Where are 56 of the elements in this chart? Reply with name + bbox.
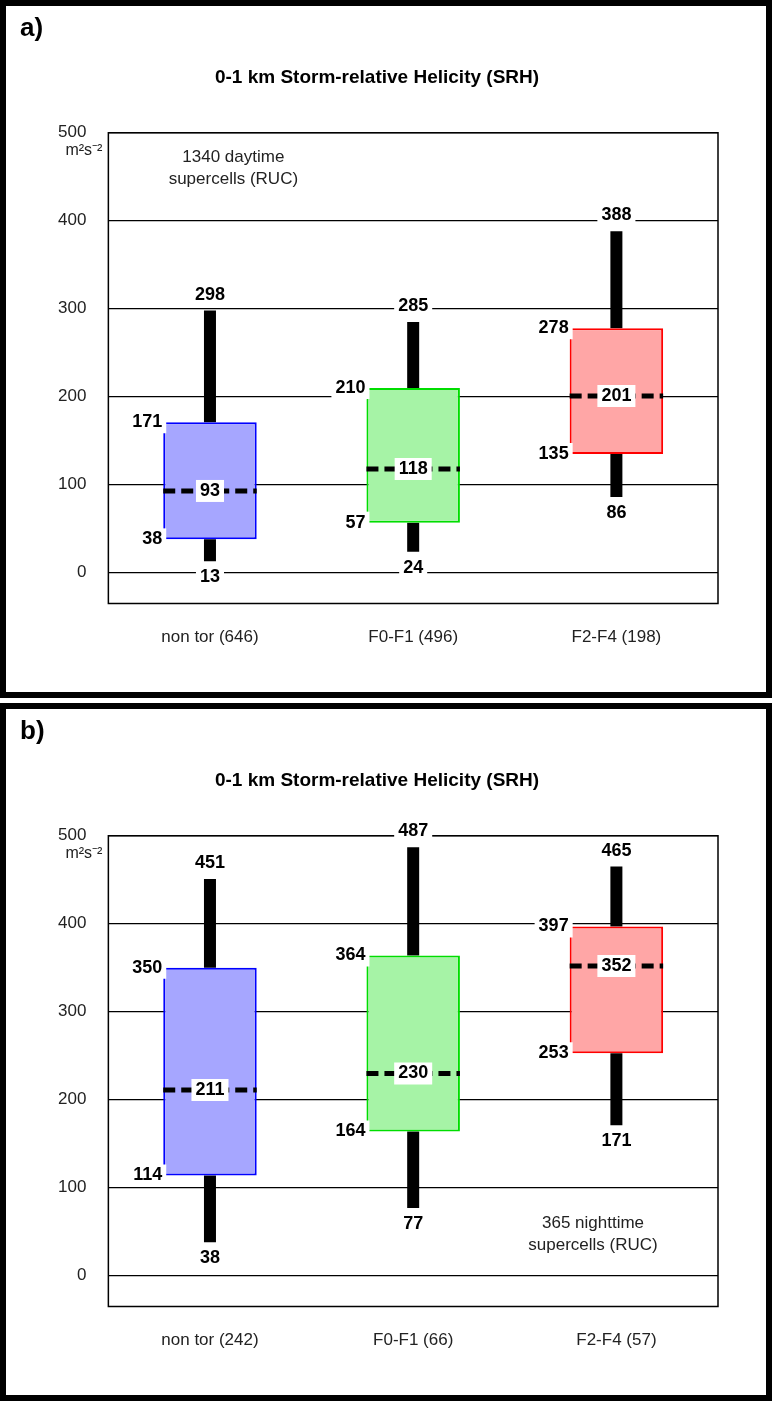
annotation: 38 xyxy=(142,528,163,549)
annotation: 201 xyxy=(601,384,632,405)
y-tick-label: 200 xyxy=(57,386,87,406)
annotation: 465 xyxy=(601,839,632,860)
text: a) xyxy=(20,12,44,43)
annotation: 487 xyxy=(398,820,429,841)
y-tick-label: 200 xyxy=(57,1089,87,1109)
y-axis-title: m²s⁻² xyxy=(65,141,104,159)
annotation: 93 xyxy=(199,479,220,500)
y-tick-label: 100 xyxy=(57,1177,87,1197)
annotation: 230 xyxy=(398,1062,429,1083)
annotation: 114 xyxy=(133,1164,163,1185)
y-tick-label: 400 xyxy=(57,210,87,230)
x-tick-label: F2-F4 (198) xyxy=(571,627,662,647)
y-tick-label: 0 xyxy=(76,562,87,582)
annotation: 298 xyxy=(194,283,225,304)
annotation: 86 xyxy=(606,502,627,523)
annotation: 211 xyxy=(195,1079,225,1100)
annotation: 365 nighttime supercells (RUC) xyxy=(528,1212,658,1254)
annotation: 77 xyxy=(403,1213,424,1234)
annotation: 171 xyxy=(132,411,163,432)
annotation: 388 xyxy=(601,204,632,225)
x-tick-label: F2-F4 (57) xyxy=(576,1330,657,1350)
annotation: 253 xyxy=(538,1042,569,1063)
annotation: 364 xyxy=(335,944,366,965)
annotation: 171 xyxy=(601,1130,632,1151)
annotation: 118 xyxy=(398,457,428,478)
annotation: 451 xyxy=(194,851,225,872)
x-tick-label: non tor (646) xyxy=(161,627,259,647)
annotation: 352 xyxy=(601,955,632,976)
annotation: 350 xyxy=(132,956,163,977)
annotation: 278 xyxy=(538,317,569,338)
chart-title: 0-1 km Storm-relative Helicity (SRH) xyxy=(214,65,540,87)
annotation: 397 xyxy=(538,915,569,936)
y-axis-title: m²s⁻² xyxy=(65,844,104,862)
y-tick-label: 100 xyxy=(57,474,87,494)
y-tick-label: 300 xyxy=(57,298,87,318)
y-tick-label: 500 xyxy=(57,122,87,142)
annotation: 164 xyxy=(335,1120,366,1141)
annotation: 285 xyxy=(398,294,429,315)
annotation: 1340 daytime supercells (RUC) xyxy=(168,146,299,188)
y-tick-label: 400 xyxy=(57,913,87,933)
y-tick-label: 300 xyxy=(57,1001,87,1021)
text: b) xyxy=(20,715,45,746)
y-tick-label: 500 xyxy=(57,825,87,845)
annotation: 57 xyxy=(345,511,366,532)
annotation: 24 xyxy=(403,556,424,577)
y-tick-label: 0 xyxy=(76,1265,87,1285)
x-tick-label: F0-F1 (66) xyxy=(373,1330,454,1350)
annotation: 210 xyxy=(335,376,366,397)
annotation: 135 xyxy=(538,442,569,463)
x-tick-label: non tor (242) xyxy=(161,1330,259,1350)
annotation: 38 xyxy=(199,1247,220,1268)
x-tick-label: F0-F1 (496) xyxy=(368,627,459,647)
annotation: 13 xyxy=(199,566,220,587)
chart-title: 0-1 km Storm-relative Helicity (SRH) xyxy=(214,768,540,790)
